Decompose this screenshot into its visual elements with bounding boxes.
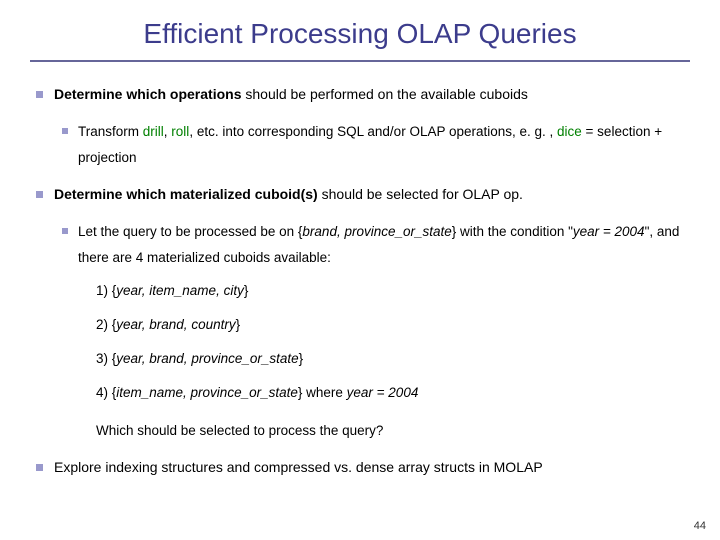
bullet-1-bold: Determine which operations <box>54 86 241 102</box>
c4-cl: } where <box>298 385 347 400</box>
bullet-1: Determine which operations should be per… <box>30 84 690 170</box>
cuboid-2: 2) {year, brand, country} <box>78 315 690 335</box>
which-question: Which should be selected to process the … <box>78 418 690 444</box>
bullet-1-sub-1: Transform drill, roll, etc. into corresp… <box>54 119 690 170</box>
b1s-m2: , etc. into corresponding SQL and/or OLA… <box>189 124 557 139</box>
c4-ex: year = 2004 <box>347 385 419 400</box>
bullet-2: Determine which materialized cuboid(s) s… <box>30 184 690 443</box>
c2-cl: } <box>236 317 241 332</box>
cuboid-3: 3) {year, brand, province_or_state} <box>78 349 690 369</box>
c1-num: 1) { <box>96 283 116 298</box>
b2s-p1: Let the query to be processed be on { <box>78 224 302 239</box>
c3-cl: } <box>299 351 304 366</box>
cuboid-list: 1) {year, item_name, city} 2) {year, bra… <box>78 281 690 404</box>
cuboid-1: 1) {year, item_name, city} <box>78 281 690 301</box>
c4-it: item_name, province_or_state <box>116 385 298 400</box>
page-number: 44 <box>694 520 706 532</box>
bullet-3: Explore indexing structures and compress… <box>30 457 690 478</box>
c2-it: year, brand, country <box>116 317 235 332</box>
c2-num: 2) { <box>96 317 116 332</box>
c4-num: 4) { <box>96 385 116 400</box>
bullet-2-rest: should be selected for OLAP op. <box>318 186 523 202</box>
b1s-g2: roll <box>171 124 189 139</box>
c3-num: 3) { <box>96 351 116 366</box>
bullet-2-bold: Determine which materialized cuboid(s) <box>54 186 318 202</box>
bullet-2-sub-1: Let the query to be processed be on {bra… <box>54 219 690 443</box>
slide: Efficient Processing OLAP Queries Determ… <box>0 0 720 540</box>
title-rule <box>30 60 690 62</box>
b2s-p2: } with the condition " <box>452 224 573 239</box>
c1-cl: } <box>244 283 249 298</box>
b1s-g1: drill <box>143 124 164 139</box>
bullet-1-sub: Transform drill, roll, etc. into corresp… <box>54 119 690 170</box>
bullet-1-rest: should be performed on the available cub… <box>241 86 527 102</box>
b1s-g3: dice <box>557 124 582 139</box>
b2s-i2: year = 2004 <box>573 224 645 239</box>
c1-it: year, item_name, city <box>116 283 244 298</box>
slide-title: Efficient Processing OLAP Queries <box>30 18 690 50</box>
bullet-2-sub: Let the query to be processed be on {bra… <box>54 219 690 443</box>
c3-it: year, brand, province_or_state <box>116 351 298 366</box>
cuboid-4: 4) {item_name, province_or_state} where … <box>78 383 690 403</box>
b1s-lead: Transform <box>78 124 143 139</box>
b2s-i1: brand, province_or_state <box>302 224 451 239</box>
main-bullets: Determine which operations should be per… <box>30 84 690 478</box>
